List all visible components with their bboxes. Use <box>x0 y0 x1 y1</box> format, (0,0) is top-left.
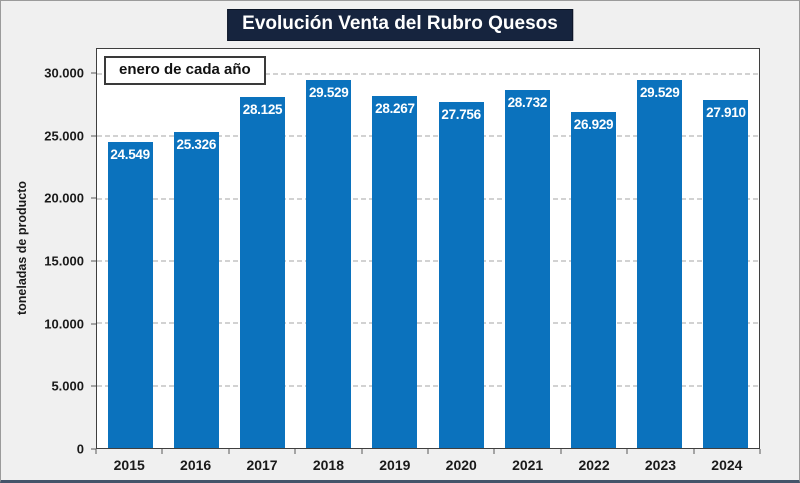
bar-slot: 29.529 <box>627 49 693 448</box>
x-axis-label: 2015 <box>113 457 145 473</box>
x-axis-tick-mark <box>759 449 761 454</box>
x-axis-tick-mark <box>361 449 363 454</box>
chart-title: Evolución Venta del Rubro Quesos <box>227 9 573 41</box>
x-axis-label: 2020 <box>445 457 477 473</box>
bar: 27.910 <box>703 100 749 448</box>
bar-value-label: 28.125 <box>242 102 283 118</box>
x-axis-label: 2024 <box>711 457 743 473</box>
y-axis-tick-label: 15.000 <box>44 253 84 269</box>
y-axis-tick-mark <box>91 448 96 450</box>
y-axis-tick-label: 20.000 <box>44 190 84 206</box>
x-axis-label: 2017 <box>246 457 278 473</box>
bar-value-label: 28.267 <box>375 100 415 116</box>
bar-slot: 28.732 <box>494 49 560 448</box>
bars-container: 24.549 25.326 28.125 29.529 28.267 27.756 28.7… <box>97 49 759 448</box>
bar: 29.529 <box>306 79 352 448</box>
y-axis-tick-mark <box>91 260 96 262</box>
bar-slot: 28.125 <box>229 49 295 448</box>
gridline <box>97 322 759 324</box>
bar-slot: 27.756 <box>428 49 494 448</box>
x-axis-label: 2023 <box>644 457 677 473</box>
gridline <box>97 385 759 387</box>
bar-value-label: 24.549 <box>110 146 150 162</box>
y-axis-tick-label: 25.000 <box>44 128 84 144</box>
bar-slot: 29.529 <box>296 49 362 448</box>
annotation-box: enero de cada año <box>104 56 266 85</box>
x-axis-tick-mark <box>161 449 163 454</box>
bar-slot: 25.326 <box>163 49 229 448</box>
y-axis-tick-label: 0 <box>76 441 84 457</box>
y-axis-tick-label: 10.000 <box>44 316 84 332</box>
bar-value-label: 29.529 <box>308 84 349 100</box>
bar: 28.125 <box>240 97 286 448</box>
x-axis-label: 2021 <box>512 457 544 473</box>
x-axis-tick-mark <box>294 449 296 454</box>
y-axis-tick-mark <box>91 197 96 199</box>
y-axis-tick-mark <box>91 72 96 74</box>
bar-slot: 24.549 <box>97 49 163 448</box>
bar: 25.326 <box>173 132 219 448</box>
y-axis: 0 5.000 10.000 15.000 20.000 25.000 30.000 <box>1 48 96 457</box>
bar: 24.549 <box>107 141 153 448</box>
y-axis-tick-mark <box>91 135 96 137</box>
y-axis-tick-label: 5.000 <box>51 378 84 394</box>
bar-slot: 27.910 <box>693 49 759 448</box>
x-axis-tick-mark <box>95 449 97 454</box>
x-axis-tick-mark <box>560 449 562 454</box>
gridline <box>97 135 759 137</box>
x-axis-label: 2022 <box>578 457 610 473</box>
bar-value-label: 27.910 <box>706 105 746 120</box>
x-axis-tick-mark <box>693 449 695 454</box>
plot-area: 24.549 25.326 28.125 29.529 28.267 27.756 28.7… <box>96 48 760 449</box>
bar: 29.529 <box>637 79 683 448</box>
bar-value-label: 29.529 <box>639 84 680 100</box>
gridline <box>97 260 759 262</box>
x-axis-label: 2016 <box>180 457 212 473</box>
bar-slot: 28.267 <box>362 49 428 448</box>
x-axis-label: 2018 <box>312 457 344 473</box>
bar: 27.756 <box>438 101 484 448</box>
bar-value-label: 27.756 <box>441 106 481 122</box>
x-axis-tick-mark <box>493 449 495 454</box>
y-axis-tick-label: 30.000 <box>44 65 84 81</box>
x-axis-tick-mark <box>427 449 429 454</box>
bar-value-label: 28.732 <box>507 94 548 110</box>
bar: 28.267 <box>372 95 418 448</box>
bar-value-label: 26.929 <box>573 117 614 133</box>
gridline <box>97 198 759 200</box>
y-axis-tick-mark <box>91 385 96 387</box>
x-axis-tick-mark <box>228 449 230 454</box>
x-axis-label: 2019 <box>379 457 411 473</box>
x-axis: 2015 2016 2017 2018 2019 2020 2021 2022 2023 2024 <box>95 449 761 480</box>
x-axis-tick-mark <box>626 449 628 454</box>
x-labels: 2015 2016 2017 2018 2019 2020 2021 2022 2023 2024 <box>96 449 760 473</box>
bar: 28.732 <box>504 89 550 448</box>
bar-value-label: 25.326 <box>176 137 217 153</box>
bar-slot: 26.929 <box>560 49 626 448</box>
gridline <box>97 73 759 75</box>
bar: 26.929 <box>571 112 617 448</box>
y-axis-tick-mark <box>91 323 96 325</box>
